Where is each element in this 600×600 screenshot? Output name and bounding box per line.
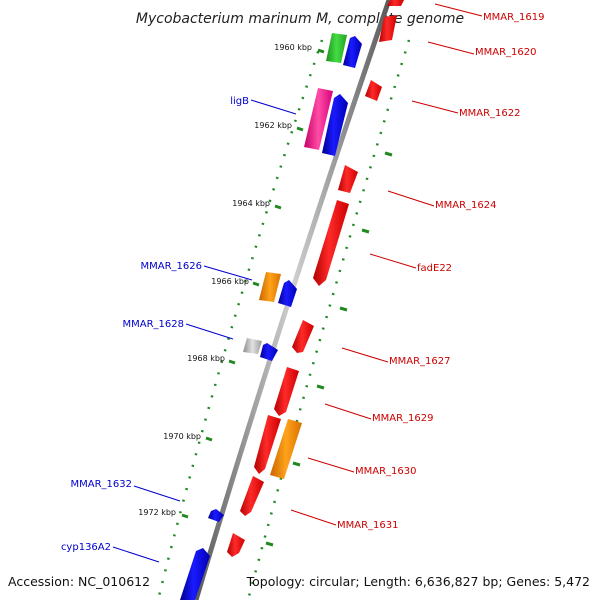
- tick-forward-a: [384, 151, 393, 157]
- tick-forward-b: [361, 228, 370, 234]
- gene-MMAR_1631[interactable]: [240, 476, 264, 516]
- tick-forward-c: [339, 306, 348, 312]
- tick-label-1960: 1960 kbp: [274, 43, 312, 52]
- gene-MMAR_1627[interactable]: [292, 320, 314, 353]
- gene-ligB[interactable]: [322, 94, 348, 156]
- label-MMAR_1630[interactable]: MMAR_1630: [355, 466, 417, 477]
- tick-1966: [252, 281, 260, 287]
- gene-MMAR_1620[interactable]: [379, 15, 397, 42]
- label-MMAR_1632[interactable]: MMAR_1632: [71, 479, 133, 490]
- right-leader-lines: [290, 3, 483, 526]
- label-cyp136A2[interactable]: cyp136A2: [61, 542, 111, 553]
- label-MMAR_1622[interactable]: MMAR_1622: [459, 108, 521, 119]
- label-MMAR_1624[interactable]: MMAR_1624: [435, 200, 497, 211]
- tick-label-1964: 1964 kbp: [232, 199, 270, 208]
- tick-forward-f: [265, 541, 274, 547]
- gene-fadE22[interactable]: [313, 200, 349, 286]
- label-ligB[interactable]: ligB: [230, 96, 249, 107]
- gene-MMAR_1630[interactable]: [270, 419, 302, 479]
- feature-green-1960[interactable]: [326, 33, 347, 63]
- label-MMAR_1629[interactable]: MMAR_1629: [372, 413, 434, 424]
- guide-track-forward: [246, 39, 411, 600]
- gene-MMAR_1624[interactable]: [338, 165, 358, 193]
- tick-forward-e: [292, 461, 301, 467]
- genome-backbone: [193, 0, 392, 600]
- tick-1964: [274, 204, 282, 210]
- tick-1970: [205, 436, 213, 442]
- feature-MMAR_1626-orange[interactable]: [259, 272, 281, 302]
- guide-track-reverse: [156, 39, 324, 600]
- feature-ligB-magenta[interactable]: [304, 88, 333, 150]
- label-MMAR_1627[interactable]: MMAR_1627: [389, 356, 451, 367]
- tick-label-1966: 1966 kbp: [211, 277, 249, 286]
- tick-1968: [228, 359, 236, 365]
- tick-forward-d: [316, 384, 325, 390]
- gene-blue-1960[interactable]: [343, 36, 362, 68]
- tick-label-1970: 1970 kbp: [163, 432, 201, 441]
- tick-1960: [317, 48, 325, 54]
- tick-label-1962: 1962 kbp: [254, 121, 292, 130]
- label-MMAR_1626[interactable]: MMAR_1626: [141, 261, 203, 272]
- gene-cyp136A2[interactable]: [180, 548, 210, 600]
- label-MMAR_1619[interactable]: MMAR_1619: [483, 12, 545, 23]
- gene-red-1630a[interactable]: [254, 415, 281, 474]
- tick-1962: [296, 126, 304, 132]
- gene-MMAR_1628[interactable]: [260, 343, 278, 361]
- gene-MMAR_1619[interactable]: [387, 0, 404, 6]
- gene-MMAR_1629[interactable]: [274, 367, 299, 416]
- tick-label-1968: 1968 kbp: [187, 354, 225, 363]
- tick-1972: [181, 513, 189, 519]
- label-fadE22[interactable]: fadE22: [417, 263, 452, 274]
- feature-MMAR_1628-grey[interactable]: [243, 338, 262, 354]
- genome-summary-text: Topology: circular; Length: 6,636,827 bp…: [246, 574, 590, 589]
- left-leader-lines: [112, 99, 297, 563]
- gene-MMAR_1632[interactable]: [208, 509, 224, 522]
- map-title: Mycobacterium marinum M, complete genome: [136, 11, 464, 27]
- label-MMAR_1631[interactable]: MMAR_1631: [337, 520, 399, 531]
- accession-text: Accession: NC_010612: [8, 574, 150, 589]
- gene-red-1631b[interactable]: [227, 533, 245, 557]
- tick-label-1972: 1972 kbp: [138, 508, 176, 517]
- label-MMAR_1620[interactable]: MMAR_1620: [475, 47, 537, 58]
- kbp-tick-marks: [181, 48, 393, 547]
- gene-MMAR_1626[interactable]: [278, 280, 297, 307]
- gene-MMAR_1622[interactable]: [365, 80, 382, 101]
- label-MMAR_1628[interactable]: MMAR_1628: [123, 319, 185, 330]
